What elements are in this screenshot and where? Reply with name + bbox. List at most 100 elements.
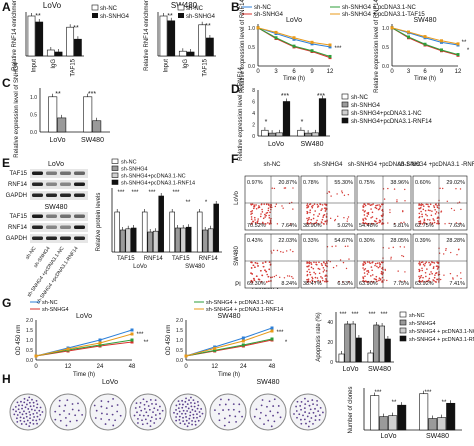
colony-dot [16,401,19,404]
flow-dot [370,217,372,219]
colony-dot [144,418,147,421]
flow-dot [272,249,275,252]
panel-e-lovo-title: LoVo [48,161,64,168]
panel-e-sig: *** [117,190,125,196]
colony-dot [28,411,31,413]
panel-b-lovo-point [256,26,260,30]
flow-dot [364,268,367,270]
colony-dot [273,420,276,423]
panel-e-lovo-row-label: TAF15 [9,171,27,177]
colony-dot [41,411,44,413]
colony-dot [38,409,41,412]
flow-dot [431,272,433,275]
panel-d-ytick: 2 [252,123,255,129]
panel-f-pi-label: PI [235,282,241,288]
flow-dot [426,218,429,221]
colony-dot [141,423,144,426]
flow-dot [279,276,281,279]
flow-dot [342,281,344,283]
flow-dot [426,268,428,270]
colony-dot [153,407,156,410]
colony-dot [74,414,77,417]
colony-dot [21,413,24,416]
flow-dot [271,252,273,254]
flow-dot [418,268,420,271]
panel-f-col-header: sh-NC [263,162,281,168]
panel-g-lovo-point [98,338,102,342]
flow-dot [319,280,322,283]
flow-dot [251,212,253,215]
panel-g-apoptosis-sig: *** [339,312,347,318]
flow-dot [420,274,423,277]
flow-dot [348,281,350,283]
flow-quadrant-value: 0.30% [359,238,375,244]
flow-dot [288,275,291,277]
panel-d-ytick: 4 [252,111,255,117]
flow-dot [450,207,453,210]
colony-dot [196,400,199,403]
panel-h-lovo-title: LoVo [102,379,118,386]
colony-dot [191,408,194,411]
flow-dot [310,266,313,269]
flow-dot [325,279,328,281]
flow-dot [459,222,462,224]
colony-dot [155,403,157,406]
flow-dot [428,273,431,276]
panel-e-bars-bar [202,229,208,253]
flow-dot [310,263,313,265]
flow-dot [334,219,336,222]
colony-dot [228,414,231,417]
flow-quadrant-value: 5.81% [393,223,409,229]
flow-quadrant-value: 28.05% [390,238,409,244]
flow-dot [368,222,370,225]
panel-h-sig: *** [424,390,432,396]
panel-e-sw480-band [32,214,43,218]
panel-a-lovo-bar [27,15,36,57]
panel-g-lovo-ytick: 0.5 [26,348,33,354]
panel-b-sw480-xtick: 12 [455,69,462,75]
panel-e-sig: *** [172,190,180,196]
flow-dot [381,273,384,276]
colony-dot [261,399,264,401]
colony-dot [75,419,78,422]
panel-g-lovo-xtick: 24 [97,364,104,370]
colony-dot [15,417,18,420]
colony-dot [36,415,39,418]
flow-dot [448,222,450,225]
colony-dot [316,400,318,402]
flow-dot [368,203,370,205]
panel-a-lovo-bar [46,49,55,57]
flow-dot [425,261,428,263]
panel-h-xtick: LoVo [381,433,397,440]
flow-dot [261,208,263,211]
colony-dot [308,404,311,407]
panel-a-sw480-bar [186,51,195,57]
colony-dot [15,410,17,413]
flow-dot [251,281,254,283]
flow-dot [423,221,425,224]
colony-dot [182,420,185,423]
flow-dot [386,279,388,282]
flow-dot [367,213,370,215]
panel-h-sig: ** [442,400,447,406]
flow-dot [335,245,337,247]
colony-dot [218,403,221,406]
flow-dot [292,250,294,253]
flow-dot [307,219,309,222]
flow-dot [315,263,318,266]
panel-e-xtick: RNF14 [199,256,219,262]
flow-dot [310,261,312,264]
colony-dot [307,400,309,403]
flow-dot [419,220,422,222]
colony-dot [173,411,175,414]
panel-e-ylabel: Relative protein levels [96,193,102,252]
flow-quadrant-value: 63.92% [415,281,434,287]
colony-dot [151,402,153,405]
flow-dot [403,246,406,248]
flow-dot [373,220,376,222]
colony-dot [232,408,235,411]
flow-dot [419,222,422,225]
colony-dot [108,418,111,421]
colony-dot [23,410,25,413]
flow-dot [320,263,323,265]
